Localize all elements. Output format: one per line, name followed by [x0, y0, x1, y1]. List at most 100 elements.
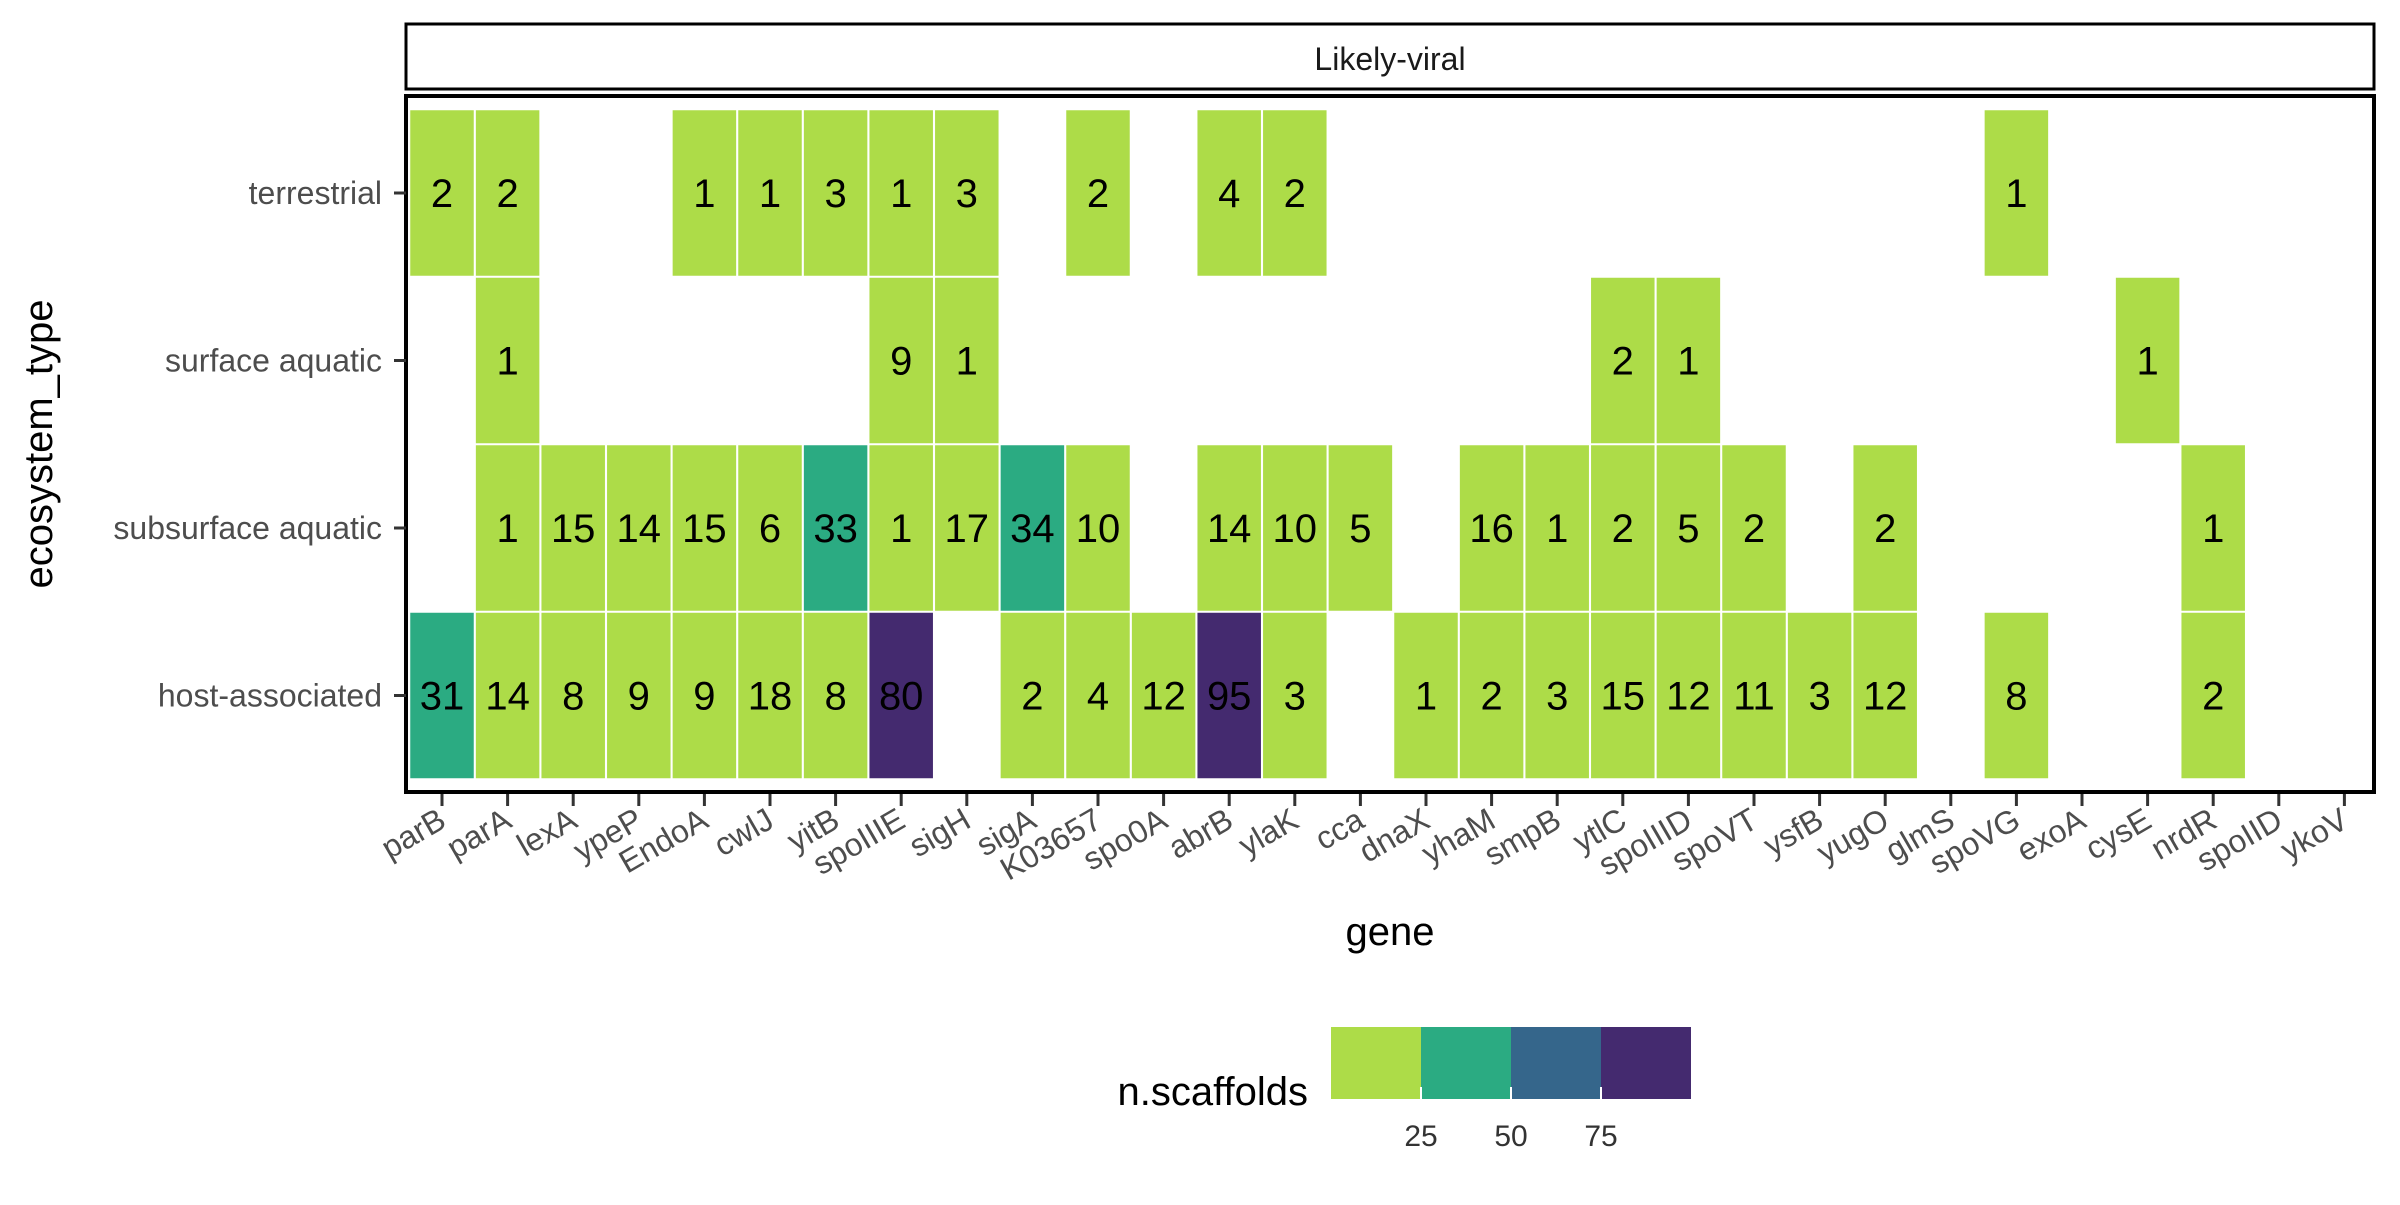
cell-value-label: 3	[1284, 675, 1306, 719]
heatmap-cell	[1523, 611, 1591, 780]
cell-value-label: 12	[1141, 675, 1186, 719]
heatmap-cell	[1589, 611, 1657, 780]
cell-value-label: 3	[1808, 675, 1830, 719]
x-axis-title: gene	[1346, 910, 1435, 954]
heatmap-cell	[999, 443, 1066, 613]
heatmap-cell	[1195, 611, 1263, 780]
cell-value-label: 9	[693, 675, 715, 719]
heatmap-cell	[1655, 276, 1722, 445]
y-tick-label: subsurface aquatic	[113, 510, 382, 546]
y-tick-label: terrestrial	[249, 175, 382, 211]
heatmap-cell	[1195, 443, 1263, 613]
cell-value-label: 6	[759, 507, 781, 551]
legend-color-segment	[1331, 1027, 1421, 1099]
x-tick-label: parA	[441, 801, 518, 866]
cell-value-label: 2	[1480, 675, 1502, 719]
heatmap-cell	[736, 443, 804, 613]
cell-value-label: 2	[2202, 675, 2224, 719]
cell-value-label: 5	[1677, 507, 1699, 551]
cell-value-label: 8	[824, 675, 846, 719]
legend-tick-label: 50	[1494, 1120, 1527, 1153]
heatmap-cell	[1983, 611, 2050, 780]
heatmap-cell	[671, 611, 738, 780]
heatmap-cell	[1720, 611, 1788, 780]
x-tick-label: cysE	[2079, 801, 2157, 867]
x-tick-label: abrB	[1162, 801, 1239, 866]
cell-value-label: 12	[1863, 675, 1908, 719]
cell-value-label: 1	[759, 172, 781, 216]
heatmap-cell	[671, 108, 738, 278]
cell-value-label: 2	[1874, 507, 1896, 551]
cell-value-label: 1	[2202, 507, 2224, 551]
cell-value-label: 95	[1207, 675, 1252, 719]
legend-color-segment	[1421, 1027, 1511, 1099]
cell-value-label: 2	[496, 172, 518, 216]
cell-value-label: 1	[496, 340, 518, 384]
heatmap-cell	[408, 611, 476, 780]
cell-value-label: 34	[1010, 507, 1055, 551]
heatmap-cell	[1458, 611, 1525, 780]
cell-value-label: 2	[1612, 507, 1634, 551]
heatmap-cell	[1589, 276, 1657, 445]
x-tick-label: sigH	[903, 801, 976, 864]
cell-value-label: 2	[1087, 172, 1109, 216]
y-tick-label: surface aquatic	[165, 343, 382, 379]
heatmap-cell	[1130, 611, 1197, 780]
heatmap-cell	[1064, 108, 1132, 278]
heatmap-cell	[1851, 611, 1919, 780]
y-tick-label: host-associated	[158, 678, 382, 714]
heatmap-cell	[605, 443, 673, 613]
cell-value-label: 14	[1207, 507, 1252, 551]
heatmap-cell	[408, 108, 476, 278]
heatmap-cell	[867, 276, 935, 445]
cell-value-label: 14	[617, 507, 662, 551]
cell-value-label: 1	[693, 172, 715, 216]
heatmap-cell	[474, 443, 541, 613]
cell-value-label: 3	[824, 172, 846, 216]
cell-value-label: 3	[1546, 675, 1568, 719]
facet-strip	[404, 22, 2376, 91]
heatmap-cell	[867, 443, 935, 613]
legend-color-segment	[1601, 1027, 1691, 1099]
cell-value-label: 17	[945, 507, 990, 551]
cell-value-label: 2	[431, 172, 453, 216]
cell-value-label: 1	[956, 340, 978, 384]
heatmap-cell	[1261, 108, 1329, 278]
cell-value-label: 2	[1743, 507, 1765, 551]
cell-value-label: 33	[813, 507, 858, 551]
heatmap-cell	[2179, 611, 2247, 780]
y-axis: terrestrial surface aquatic subsurface aqu…	[113, 175, 406, 714]
cell-value-label: 15	[1601, 675, 1646, 719]
heatmap-cell	[867, 611, 935, 780]
cell-value-label: 1	[2005, 172, 2027, 216]
facet-label: Likely-viral	[1314, 41, 1465, 77]
legend-color-segment	[1511, 1027, 1601, 1099]
x-tick-label: cwlJ	[708, 801, 780, 863]
legend: n.scaffolds 25 50 75	[1118, 1027, 1691, 1153]
cell-value-label: 10	[1273, 507, 1318, 551]
cell-value-label: 2	[1021, 675, 1043, 719]
cell-value-label: 1	[496, 507, 518, 551]
cell-value-label: 15	[682, 507, 727, 551]
cells-layer: 2 2 1 1 3 1 3 2 4 2 11 9 1 2 1 11 15 14 15 6 33 1 17 34 10 14 10 5 1…	[408, 108, 2247, 780]
heatmap-cell	[1720, 443, 1788, 613]
legend-tick-label: 75	[1584, 1120, 1617, 1153]
cell-value-label: 16	[1469, 507, 1514, 551]
heatmap-cell	[1851, 443, 1919, 613]
cell-value-label: 1	[1546, 507, 1568, 551]
heatmap-cell	[474, 108, 541, 278]
cell-value-label: 10	[1076, 507, 1121, 551]
cell-value-label: 4	[1218, 172, 1240, 216]
heatmap-cell	[1195, 108, 1263, 278]
cell-value-label: 2	[1284, 172, 1306, 216]
cell-value-label: 2	[1612, 340, 1634, 384]
heatmap-cell	[539, 611, 607, 780]
heatmap-cell	[999, 611, 1066, 780]
heatmap-cell	[736, 108, 804, 278]
cell-value-label: 18	[748, 675, 793, 719]
cell-value-label: 5	[1349, 507, 1371, 551]
cell-value-label: 1	[1415, 675, 1437, 719]
